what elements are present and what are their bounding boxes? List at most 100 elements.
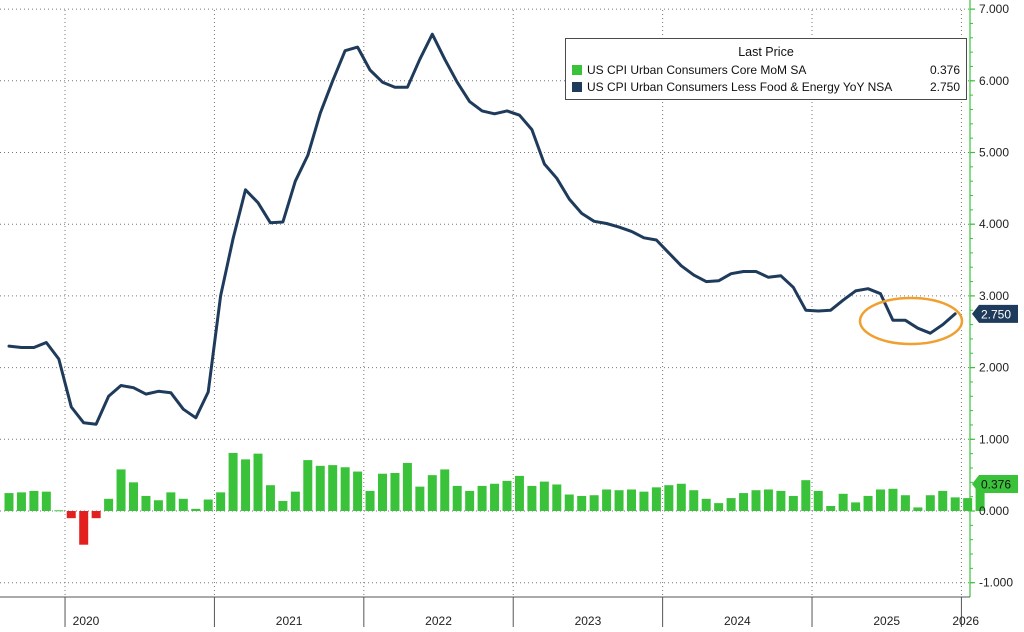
- bar: [178, 498, 188, 511]
- bar: [191, 508, 201, 511]
- y-tick-label: 6.000: [979, 74, 1009, 88]
- legend-entry-yoy: US CPI Urban Consumers Less Food & Energ…: [572, 79, 960, 95]
- bar: [514, 475, 524, 511]
- bar: [91, 511, 101, 519]
- legend-value-yoy: 2.750: [929, 80, 960, 94]
- bar: [253, 453, 263, 511]
- bar: [365, 490, 375, 511]
- bar: [452, 485, 462, 511]
- bar: [378, 473, 387, 511]
- bar: [776, 490, 786, 511]
- bar: [589, 495, 599, 511]
- bar: [900, 495, 910, 511]
- x-tick-label: 2020: [73, 614, 100, 627]
- bar: [54, 510, 64, 512]
- legend-label-yoy: US CPI Urban Consumers Less Food & Energ…: [587, 80, 893, 94]
- bar: [888, 488, 898, 511]
- bar: [490, 483, 500, 511]
- mom-last-value-tag: 0.376: [981, 478, 1011, 492]
- mom-last-value-tag-bg: [972, 475, 1018, 494]
- last-value-tags: 2.750 0.376: [972, 304, 1018, 494]
- y-tick-label: 1.000: [979, 432, 1009, 446]
- bar: [141, 495, 151, 511]
- y-tick-label: 5.000: [979, 146, 1009, 160]
- legend-title: Last Price: [738, 45, 794, 59]
- bar: [390, 472, 400, 511]
- bar: [739, 493, 749, 511]
- bar: [465, 490, 475, 511]
- bar: [627, 489, 636, 511]
- x-tick-label: 2024: [724, 614, 751, 627]
- bar: [950, 497, 960, 511]
- legend: Last Price US CPI Urban Consumers Core M…: [565, 38, 967, 100]
- yoy-line: [7, 32, 957, 426]
- bar: [265, 485, 275, 511]
- legend-swatch-mom: [572, 65, 582, 75]
- bar: [153, 500, 163, 511]
- bar: [241, 459, 251, 511]
- legend-swatch-yoy: [572, 82, 582, 92]
- y-axis: 7.000 6.000 5.000 4.000 3.000 2.000 1.000 0.000…: [969, 0, 1013, 597]
- bar: [353, 471, 363, 511]
- bar: [402, 462, 412, 511]
- bar: [975, 484, 985, 511]
- y-tick-label: 0.000: [979, 504, 1009, 518]
- bar: [440, 469, 450, 511]
- legend-label-mom: US CPI Urban Consumers Core MoM SA: [587, 63, 807, 77]
- y-tick-label: -1.000: [979, 576, 1013, 590]
- bar: [689, 490, 699, 511]
- bar: [801, 480, 811, 511]
- bar: [577, 495, 587, 511]
- y-tick-label: 7.000: [979, 2, 1009, 16]
- x-tick-label: 2022: [425, 614, 452, 627]
- bar: [838, 493, 848, 511]
- bar: [925, 495, 935, 511]
- bar: [4, 493, 14, 511]
- bar: [29, 490, 39, 511]
- bar: [228, 452, 238, 511]
- bar: [116, 469, 126, 511]
- bar: [340, 467, 350, 511]
- bar: [863, 495, 873, 511]
- bar: [813, 490, 823, 511]
- bar: [851, 502, 861, 511]
- legend-entry-mom: US CPI Urban Consumers Core MoM SA 0.376: [572, 62, 960, 78]
- bar: [79, 511, 89, 545]
- y-tick-label: 4.000: [979, 217, 1009, 231]
- bar: [477, 485, 487, 511]
- bar: [278, 500, 288, 511]
- bar: [104, 498, 114, 511]
- bar: [66, 511, 76, 519]
- yoy-last-value-tag: 2.750: [981, 307, 1011, 321]
- bar: [539, 481, 549, 511]
- bar: [751, 490, 761, 511]
- bar: [913, 507, 923, 511]
- bar: [788, 495, 798, 511]
- y-tick-label: 2.000: [979, 361, 1009, 375]
- bar: [166, 492, 176, 511]
- bar: [701, 498, 711, 511]
- bar: [315, 465, 325, 511]
- x-tick-label: 2025: [873, 614, 900, 627]
- bar: [664, 485, 674, 511]
- bar: [651, 487, 661, 511]
- bar: [876, 489, 885, 511]
- bar: [639, 491, 649, 511]
- x-tick-label: 2026: [952, 614, 979, 627]
- bar: [16, 492, 26, 511]
- bar: [676, 483, 686, 511]
- bar: [129, 482, 138, 511]
- bar: [726, 498, 736, 511]
- mom-bars: [4, 452, 985, 545]
- x-tick-label: 2021: [276, 614, 303, 627]
- bar: [963, 498, 973, 511]
- bar: [614, 490, 624, 511]
- bar: [216, 492, 226, 511]
- bar: [714, 503, 724, 511]
- x-tick-label: 2023: [575, 614, 602, 627]
- bar: [826, 505, 836, 511]
- bar: [564, 494, 574, 511]
- legend-value-mom: 0.376: [929, 63, 960, 77]
